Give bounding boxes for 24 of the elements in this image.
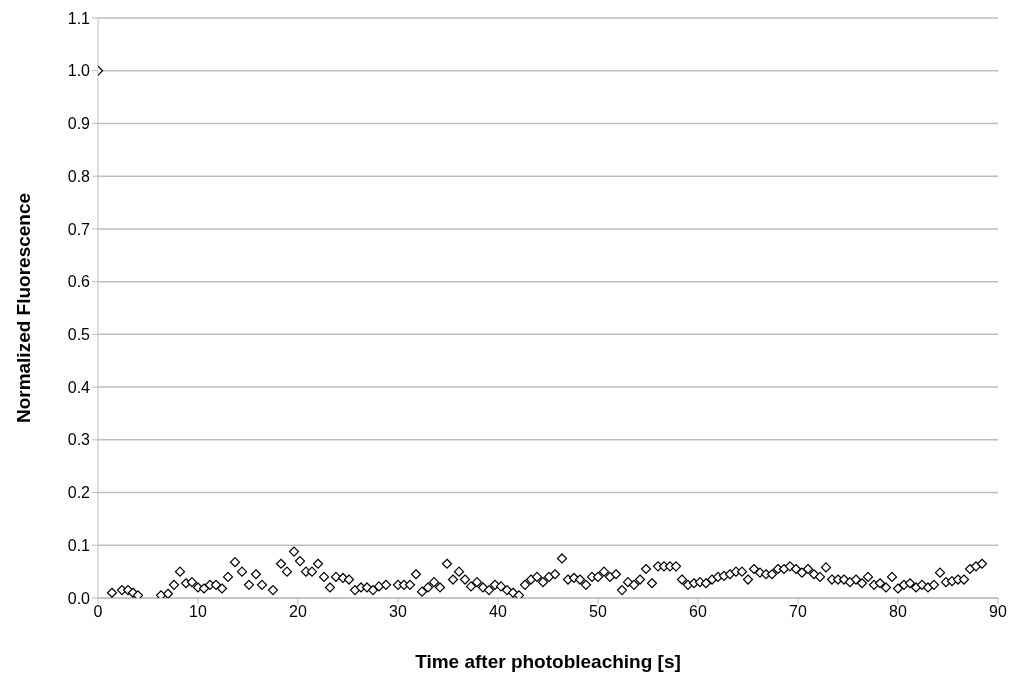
y-tick-label: 0.5: [67, 326, 91, 344]
y-tick-label: 0.6: [67, 273, 91, 291]
x-tick-label: 0: [93, 603, 103, 621]
y-axis-title: Normalized Fluorescence: [12, 192, 34, 424]
y-tick-label: 0.0: [67, 589, 91, 607]
x-tick-label: 50: [589, 603, 607, 621]
y-tick-label: 0.3: [67, 431, 91, 449]
x-tick-label: 40: [489, 603, 507, 621]
y-tick-label: 0.9: [67, 115, 91, 133]
x-tick-label: 30: [389, 603, 407, 621]
x-tick-label: 70: [789, 603, 807, 621]
y-tick-label: 1.1: [67, 9, 91, 27]
x-tick-label: 10: [189, 603, 207, 621]
y-tick-label: 1.0: [67, 62, 91, 80]
x-axis-title: Time after photobleaching [s]: [415, 651, 681, 672]
x-tick-label: 60: [689, 603, 707, 621]
y-tick-label: 0.2: [67, 484, 91, 502]
x-tick-label: 20: [289, 603, 307, 621]
y-tick-label: 0.7: [67, 220, 91, 238]
y-tick-label: 0.1: [67, 536, 91, 554]
x-tick-label: 90: [989, 603, 1007, 621]
y-tick-label: 0.4: [67, 378, 91, 396]
y-tick-label: 0.8: [67, 167, 91, 185]
x-tick-label: 80: [889, 603, 907, 621]
